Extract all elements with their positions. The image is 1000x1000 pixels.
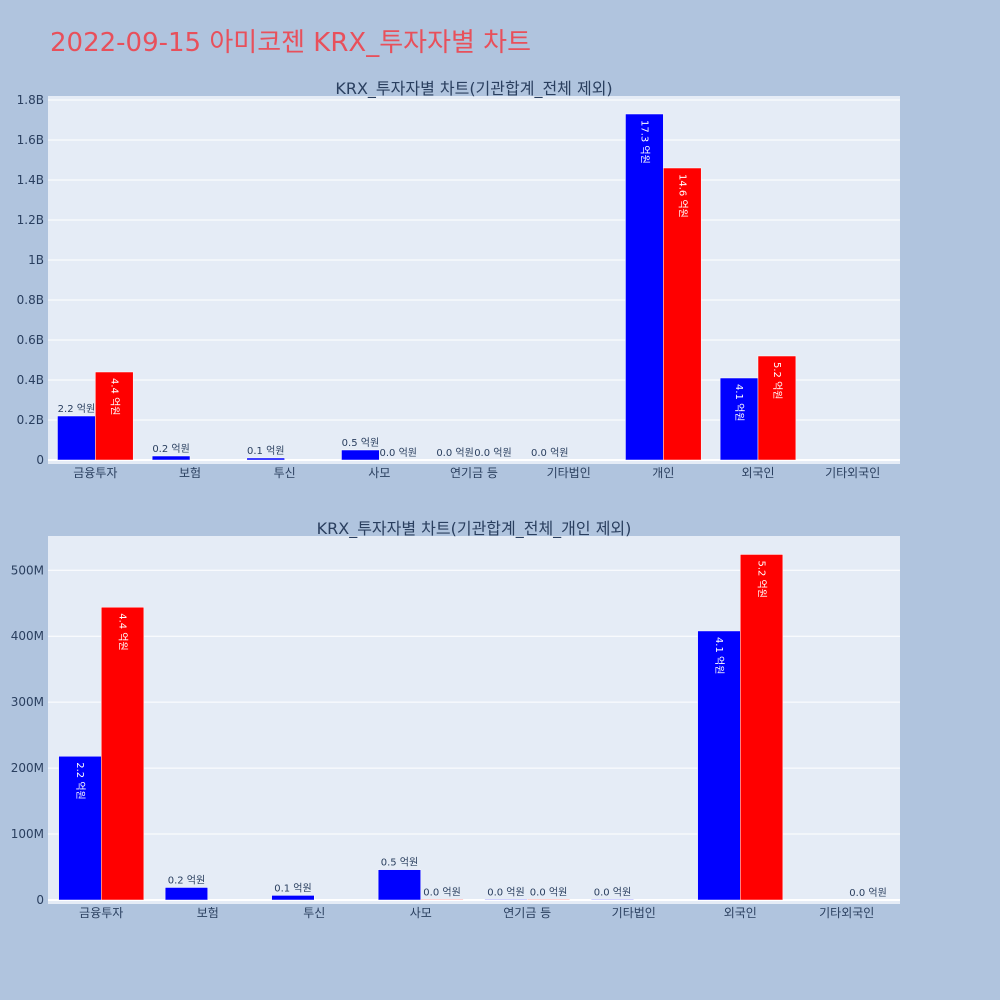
bar — [420, 899, 464, 901]
y-tick-label: 1B — [28, 253, 44, 267]
data-label: 0.2 억원 — [152, 443, 189, 455]
y-tick-label: 400M — [11, 629, 44, 643]
data-label: 0.2 억원 — [168, 874, 205, 886]
data-label: 0.0 억원 — [487, 886, 524, 898]
x-tick-label: 금융투자 — [73, 466, 117, 480]
y-tick-label: 200M — [11, 761, 44, 775]
data-label: 4.4 억원 — [108, 378, 120, 415]
bar — [740, 554, 784, 901]
data-label: 0.5 억원 — [381, 857, 418, 869]
bar — [757, 355, 797, 461]
bar — [663, 167, 702, 461]
y-tick-label: 0.6B — [17, 333, 44, 347]
x-tick-label: 사모 — [368, 466, 390, 480]
bar — [57, 415, 96, 461]
data-label: 4.1 억원 — [733, 384, 745, 421]
data-label: 2.2 억원 — [58, 403, 95, 415]
y-tick-label: 0.2B — [17, 413, 44, 427]
x-tick-label: 연기금 등 — [450, 466, 498, 480]
y-tick-label: 0.4B — [17, 373, 44, 387]
chart-1: 0 0.2B 0.4B 0.6B 0.8B 1B 1.2B 1.4B 1.6B 1.8B KRX_투… — [17, 79, 900, 480]
x-tick-label: 기타법인 — [612, 906, 656, 920]
y-tick-label: 1.2B — [17, 213, 44, 227]
data-label: 4.1 억원 — [713, 637, 725, 674]
x-tick-label: 보험 — [179, 466, 201, 480]
bar — [164, 887, 208, 901]
x-tick-label: 기타외국인 — [819, 906, 874, 920]
bar — [151, 455, 191, 461]
data-label: 0.0 억원 — [594, 886, 631, 898]
y-tick-label: 0 — [36, 453, 44, 467]
data-label: 0.0 억원 — [380, 447, 417, 459]
data-label: 5.2 억원 — [756, 560, 768, 597]
x-tick-label: 연기금 등 — [503, 906, 551, 920]
y-tick-label: 1.4B — [17, 173, 44, 187]
bar — [341, 449, 380, 461]
y-tick-label: 500M — [11, 563, 44, 577]
x-tick-label: 투신 — [274, 466, 296, 480]
data-label: 0.1 억원 — [247, 445, 284, 457]
x-tick-label: 외국인 — [741, 466, 774, 480]
bar — [271, 895, 315, 901]
x-tick-label: 기타외국인 — [825, 466, 880, 480]
x-tick-label: 기타법인 — [547, 466, 591, 480]
data-label: 0.1 억원 — [274, 882, 311, 894]
bar — [625, 113, 664, 461]
bar — [95, 371, 134, 461]
y-tick-label: 0 — [36, 893, 44, 907]
y-tick-label: 1.8B — [17, 93, 44, 107]
bar — [590, 899, 635, 901]
x-tick-label: 보험 — [197, 906, 219, 920]
bar — [101, 606, 145, 901]
y-tick-label: 0.8B — [17, 293, 44, 307]
x-tick-label: 금융투자 — [79, 906, 123, 920]
data-label: 0.0 억원 — [849, 887, 886, 899]
x-tick-label: 개인 — [652, 466, 674, 480]
data-label: 5.2 억원 — [771, 362, 783, 399]
data-label: 0.0 억원 — [530, 886, 567, 898]
data-label: 0.0 억원 — [531, 447, 568, 459]
x-tick-label: 사모 — [410, 906, 432, 920]
y-tick-label: 300M — [11, 695, 44, 709]
data-label: 4.4 억원 — [117, 613, 129, 650]
x-tick-label: 외국인 — [724, 906, 757, 920]
data-label: 0.0 억원 — [423, 886, 460, 898]
data-label: 0.5 억원 — [342, 437, 379, 449]
y-tick-label: 100M — [11, 827, 44, 841]
data-label: 2.2 억원 — [74, 762, 86, 799]
data-label: 0.0 억원 — [436, 447, 473, 459]
x-tick-label: 투신 — [303, 906, 325, 920]
bar — [246, 457, 285, 461]
bar — [527, 899, 571, 901]
page-title: 2022-09-15 아미코젠 KRX_투자자별 차트 — [50, 28, 532, 58]
chart-2: 0 100M 200M 300M 400M 500M KRX_투자자별 차트(기관합계_전체… — [11, 519, 900, 920]
chart-title: KRX_투자자별 차트(기관합계_전체_개인 제외) — [317, 519, 632, 539]
bar — [377, 869, 421, 901]
data-label: 14.6 억원 — [676, 174, 688, 218]
data-label: 0.0 억원 — [474, 447, 511, 459]
bar — [484, 899, 528, 901]
y-tick-label: 1.6B — [17, 133, 44, 147]
bar — [697, 630, 741, 901]
bar — [58, 755, 102, 901]
bar — [719, 377, 759, 461]
chart-title: KRX_투자자별 차트(기관합계_전체 제외) — [335, 79, 612, 99]
data-label: 17.3 억원 — [638, 120, 650, 164]
